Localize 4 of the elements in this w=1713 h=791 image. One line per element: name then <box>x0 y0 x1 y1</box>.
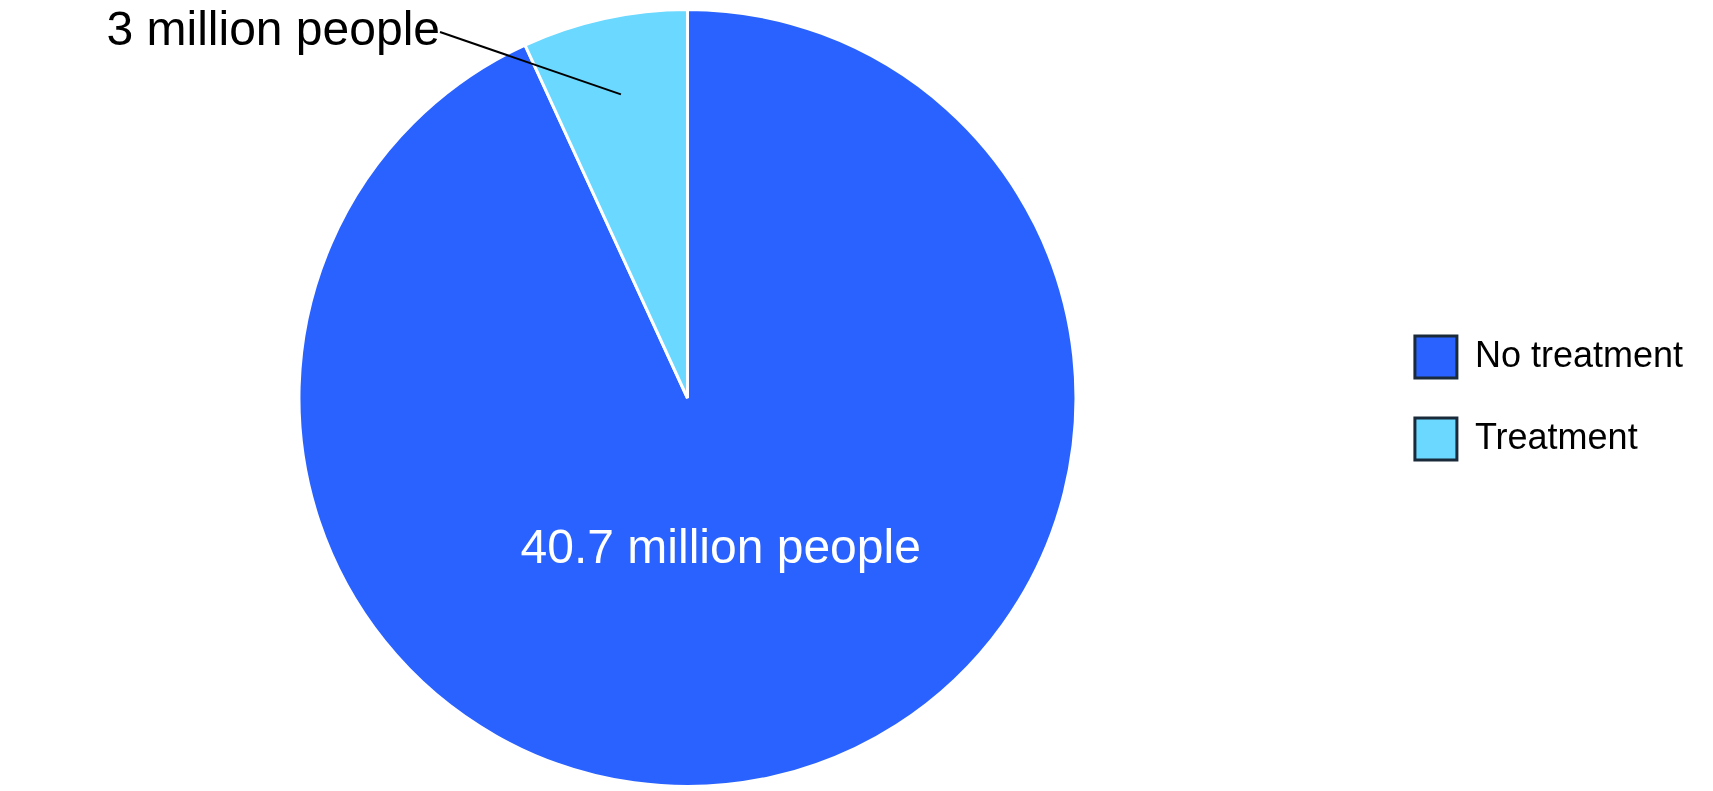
legend-label: No treatment <box>1474 333 1683 375</box>
data-label: 3 million people <box>106 2 440 56</box>
data-label: 40.7 million people <box>520 520 921 574</box>
legend-label: Treatment <box>1474 415 1638 457</box>
